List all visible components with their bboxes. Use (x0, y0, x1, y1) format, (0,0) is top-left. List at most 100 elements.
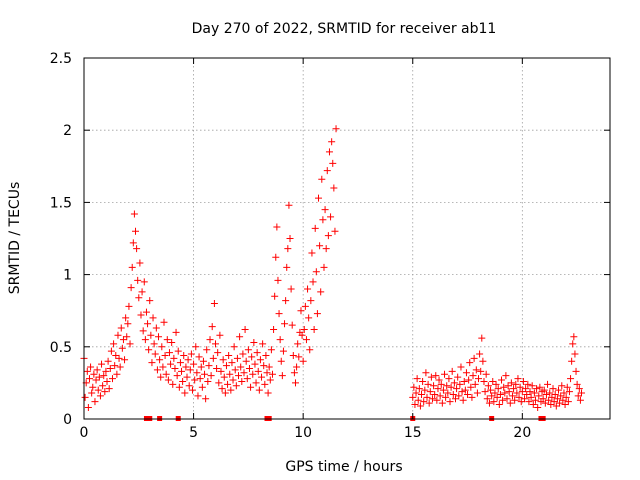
data-point (496, 390, 504, 398)
data-point (244, 346, 252, 354)
data-point (291, 379, 299, 387)
data-point (476, 350, 484, 358)
data-point (415, 385, 423, 393)
data-point (250, 338, 258, 346)
data-point (514, 375, 522, 383)
data-point (422, 369, 430, 377)
data-point (505, 388, 513, 396)
data-point (275, 310, 283, 318)
data-point (502, 372, 510, 380)
data-point (550, 398, 558, 406)
data-point (573, 380, 581, 388)
data-point (473, 389, 481, 397)
data-point (218, 385, 226, 393)
x-tick-label: 5 (189, 425, 198, 441)
data-point (265, 363, 273, 371)
data-point (439, 386, 447, 394)
data-point (431, 390, 439, 398)
data-point (101, 388, 109, 396)
data-point (207, 372, 215, 380)
data-point (565, 388, 573, 396)
data-point (491, 389, 499, 397)
data-point (283, 263, 291, 271)
data-point (443, 382, 451, 390)
data-point (477, 367, 485, 375)
data-point (547, 401, 555, 409)
data-point (232, 382, 240, 390)
data-point (549, 385, 557, 393)
data-point (199, 357, 207, 365)
data-point (287, 285, 295, 293)
data-point (281, 320, 289, 328)
data-point (438, 399, 446, 407)
data-point (251, 360, 259, 368)
data-point (192, 343, 200, 351)
data-point (173, 372, 181, 380)
data-point (436, 392, 444, 400)
data-point (318, 175, 326, 183)
data-point (455, 392, 463, 400)
data-point (551, 390, 559, 398)
data-point (515, 393, 523, 401)
data-point (457, 363, 465, 371)
data-point (184, 356, 192, 364)
data-point (442, 393, 450, 401)
data-point (122, 314, 130, 322)
x-axis-label: GPS time / hours (285, 459, 402, 475)
data-point (572, 367, 580, 375)
data-point (272, 253, 280, 261)
data-point (147, 331, 155, 339)
data-point (110, 340, 118, 348)
data-point (216, 331, 224, 339)
data-point (500, 383, 508, 391)
data-point (85, 375, 93, 383)
data-point (93, 366, 101, 374)
data-point (128, 263, 136, 271)
data-point (262, 351, 270, 359)
data-point (169, 380, 177, 388)
chart-title: Day 270 of 2022, SRMTID for receiver ab1… (192, 21, 497, 37)
data-point (135, 294, 143, 302)
data-point (413, 375, 421, 383)
data-point (172, 328, 180, 336)
data-point (182, 363, 190, 371)
data-point (121, 356, 129, 364)
data-point (96, 392, 104, 400)
data-point (151, 350, 159, 358)
data-point (152, 324, 160, 332)
data-point (421, 386, 429, 394)
data-point (297, 307, 305, 315)
data-point (482, 370, 490, 378)
data-point (209, 354, 217, 362)
data-point (116, 363, 124, 371)
data-point (155, 333, 163, 341)
data-point (202, 395, 210, 403)
data-point (503, 395, 511, 403)
data-point (125, 302, 133, 310)
data-point (317, 288, 325, 296)
data-point (266, 376, 274, 384)
data-point (458, 388, 466, 396)
data-point (270, 325, 278, 333)
data-point (517, 398, 525, 406)
data-point (516, 383, 524, 391)
data-point (544, 380, 552, 388)
data-point (89, 383, 97, 391)
data-point (478, 334, 486, 342)
data-point (300, 325, 308, 333)
data-point (484, 382, 492, 390)
data-point (175, 383, 183, 391)
data-point (114, 331, 122, 339)
data-point (242, 357, 250, 365)
data-point (203, 346, 211, 354)
data-point (533, 385, 541, 393)
data-point (453, 385, 461, 393)
data-point (331, 227, 339, 235)
data-point (444, 389, 452, 397)
data-point (227, 386, 235, 394)
data-point (94, 386, 102, 394)
data-point (419, 377, 427, 385)
data-point (160, 318, 168, 326)
